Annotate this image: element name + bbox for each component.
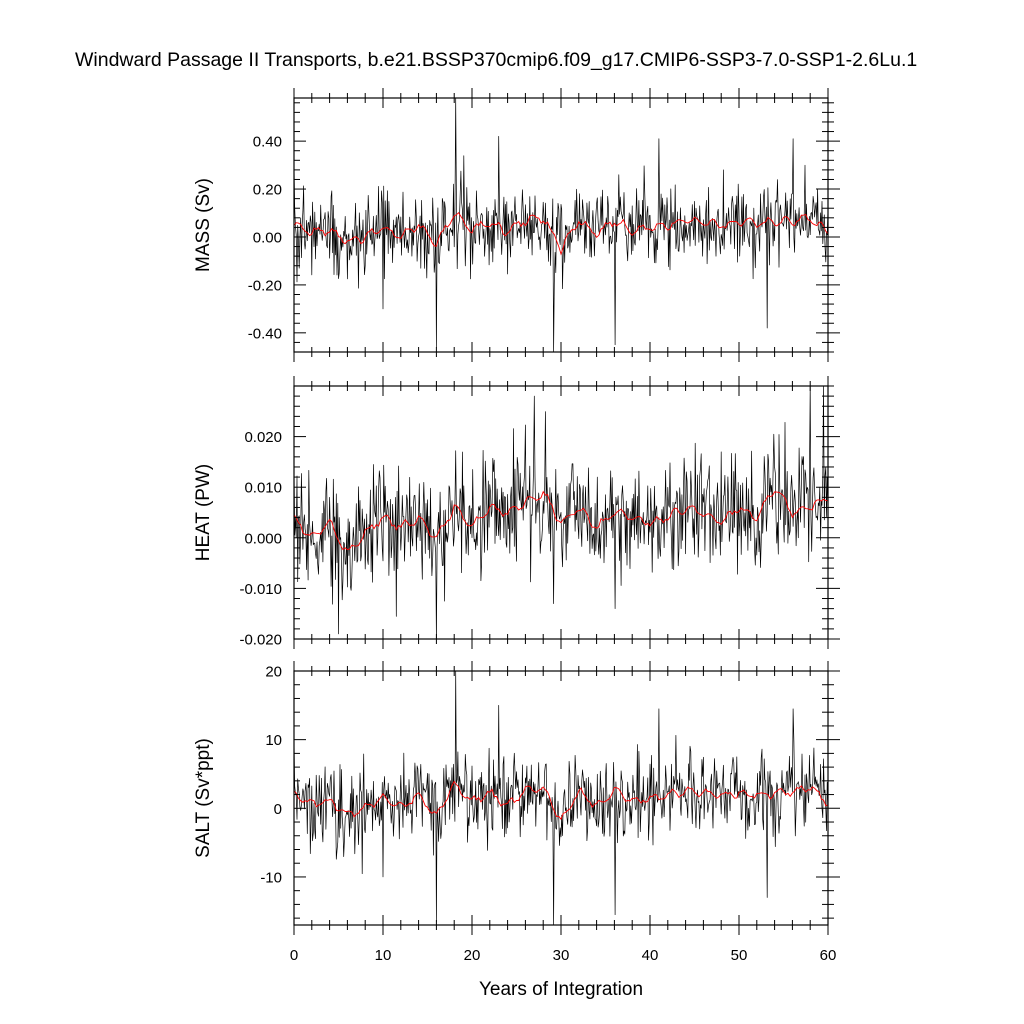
salt-y-tick-label: -10 [260,869,282,886]
salt-y-tick-label: 20 [265,664,282,681]
mass-series-layer [294,98,828,352]
salt-y-tick-label: 10 [265,732,282,749]
salt-x-tick-label: 40 [642,947,659,964]
salt-x-tick-label: 20 [464,947,481,964]
heat-panel: 0.020 0.010 0.000 -0.010 -0.020 HEAT (PW) [193,376,840,649]
heat-y-tick-label: 0.020 [244,429,282,446]
heat-y-tick-label: 0.000 [244,530,282,547]
salt-monthly-series-line [294,671,828,925]
salt-x-tick-label: 10 [375,947,392,964]
mass-monthly-series-line [294,98,828,352]
salt-x-tick-label: 50 [731,947,748,964]
salt-series-layer [294,671,828,925]
heat-series-layer [294,386,828,639]
heat-y-axis-label: HEAT (PW) [193,464,214,561]
mass-y-tick-label: 0.20 [253,182,282,199]
figure-title: Windward Passage II Transports, b.e21.BS… [75,49,917,71]
salt-y-axis-label: SALT (Sv*ppt) [193,738,214,858]
heat-monthly-series-line [294,386,828,639]
mass-tick-layer: 0.40 0.20 0.00 -0.20 -0.40 [248,88,840,362]
heat-y-tick-label: 0.010 [244,480,282,497]
x-axis-label: Years of Integration [479,979,643,1000]
mass-y-tick-label: 0.40 [253,134,282,151]
heat-smoothed-series-line [294,490,828,551]
salt-x-tick-label: 0 [290,947,298,964]
mass-plot-frame [293,97,829,353]
mass-y-tick-label: -0.40 [248,325,282,342]
heat-y-tick-label: -0.020 [239,632,282,649]
heat-y-tick-label: -0.010 [239,581,282,598]
mass-y-tick-label: 0.00 [253,229,282,246]
salt-x-tick-label: 30 [553,947,570,964]
mass-panel: 0.40 0.20 0.00 -0.20 -0.40 MASS (Sv) [193,88,840,362]
heat-tick-layer: 0.020 0.010 0.000 -0.010 -0.020 [239,376,840,649]
salt-y-tick-label: 0 [274,801,282,818]
salt-x-tick-label: 60 [820,947,837,964]
salt-tick-layer: 20 10 0 -10 0 10 20 30 40 50 60 [260,661,840,964]
salt-smoothed-series-line [294,780,828,821]
mass-y-axis-label: MASS (Sv) [193,178,214,272]
mass-smoothed-series-line [294,211,828,256]
mass-y-tick-label: -0.20 [248,277,282,294]
salt-panel: 20 10 0 -10 0 10 20 30 40 50 60 SALT (Sv*ppt) [193,661,840,964]
